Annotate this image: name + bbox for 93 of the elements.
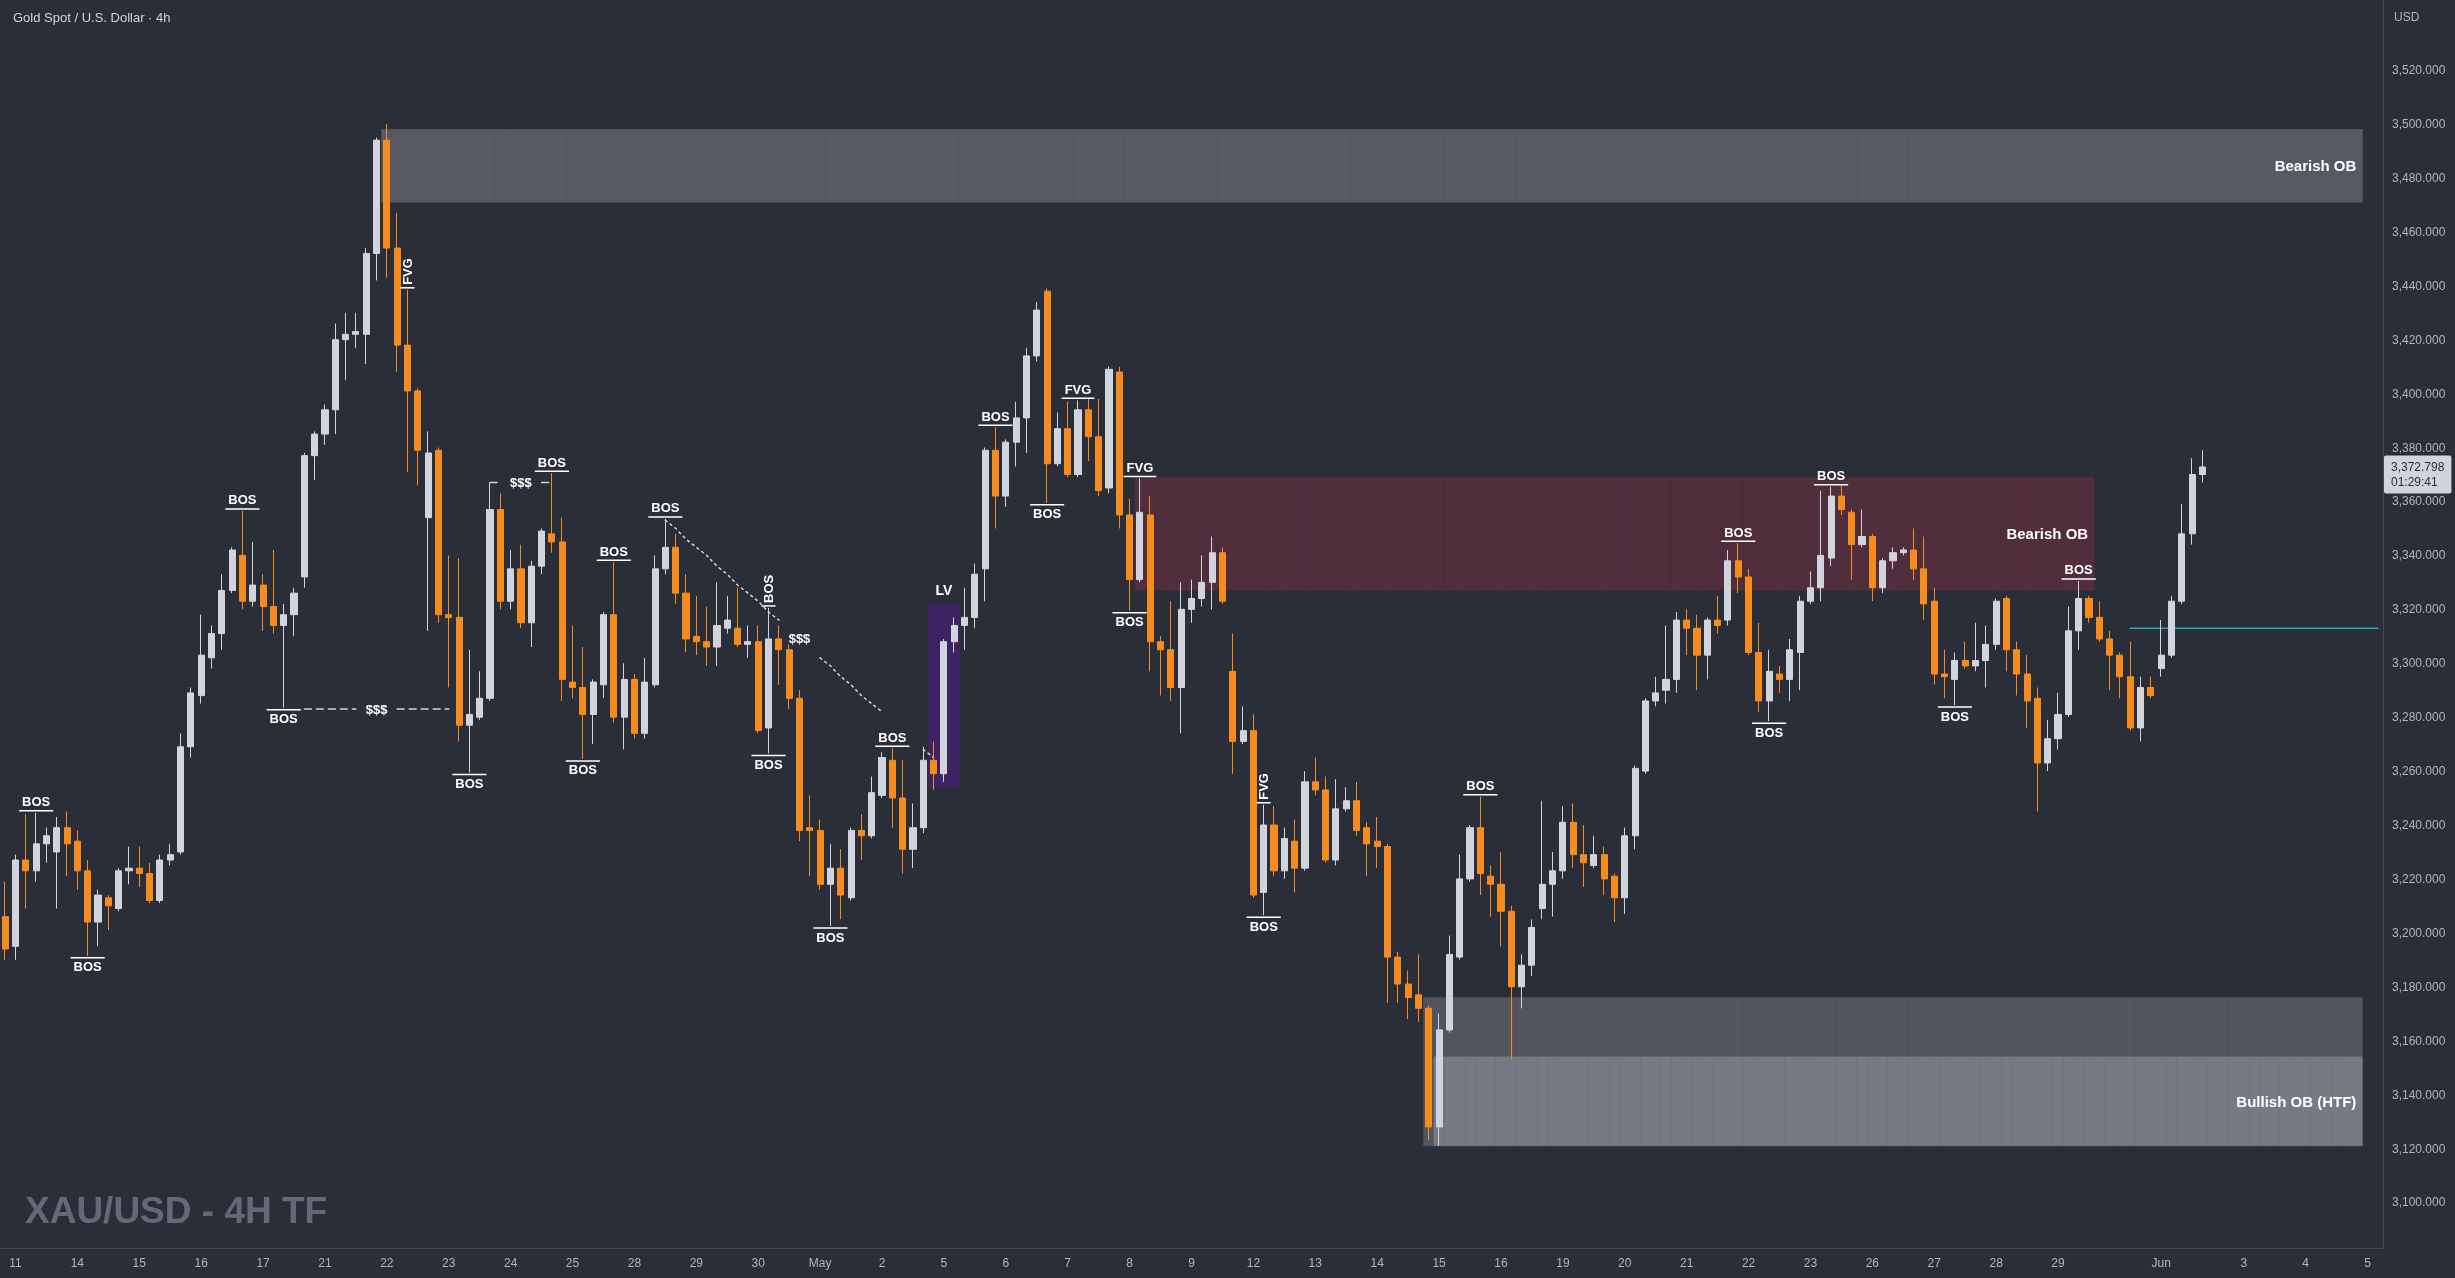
x-tick-label: Jun [2151,1256,2171,1270]
annotation: FVG [399,258,415,285]
x-tick-label: 2 [878,1256,886,1270]
x-tick-label: 13 [1308,1256,1323,1270]
x-tick-label: 24 [503,1256,518,1270]
annotation: BOS [761,574,777,603]
series-label: $$$ [510,475,533,491]
y-tick-label: 3,220.000 [2392,871,2446,886]
text: XAU/USD - 4H TF [25,1190,328,1231]
y-tick-label: 3,480.000 [2392,170,2446,185]
series-label: $$$ [365,701,389,717]
x-tick-label: 26 [1865,1256,1880,1270]
x-tick-label: 29 [689,1256,704,1270]
y-tick-label: 3,280.000 [2392,710,2446,725]
y-tick-label: 3,240.000 [2392,817,2446,832]
x-tick-label: 19 [1556,1256,1570,1270]
y-tick-label: 3,520.000 [2392,63,2446,78]
annotation: BOS [22,794,51,810]
annotation: BOS [1466,778,1495,794]
y-tick-label: 3,500.000 [2392,117,2446,132]
x-tick-label: 30 [751,1256,766,1270]
x-tick-label: 28 [627,1256,642,1270]
annotation: BOS [228,492,257,508]
x-tick-label: 8 [1126,1256,1134,1270]
annotation: BOS [816,929,845,945]
annotation: BOS [455,775,484,791]
y-tick-label: 3,400.000 [2392,386,2446,401]
annotation: FVG [1126,460,1154,476]
annotation: BOS [599,543,629,559]
x-tick-label: 14 [70,1256,85,1270]
x-tick-label: 15 [132,1256,147,1270]
x-tick-label: 21 [318,1256,332,1270]
annotation: BOS [1115,614,1145,630]
annotation: BOS [1755,724,1784,740]
y-tick-label: 3,320.000 [2392,602,2446,617]
y-tick-label: 3,160.000 [2392,1033,2446,1048]
series-label: $$$ [788,631,812,647]
y-tick-label: 3,340.000 [2392,548,2446,563]
series-label: Bullish OB (HTF) [2236,1092,2357,1110]
x-tick-label: 16 [1494,1256,1508,1270]
annotation: BOS [651,500,680,516]
x-tick-label: 22 [380,1256,394,1270]
annotation: FVG [1256,773,1272,800]
x-tick-label: 17 [256,1256,271,1270]
y-tick-label: 3,420.000 [2392,332,2446,347]
annotation: BOS [1940,708,1970,724]
x-tick-label: 7 [1064,1256,1072,1270]
annotation: BOS [537,454,567,470]
annotation: BOS [1032,506,1062,522]
annotation: BOS [568,762,598,778]
x-tick-label: 23 [442,1256,456,1270]
annotation: BOS [1249,918,1279,934]
y-tick-label: 3,120.000 [2392,1141,2446,1156]
x-tick-label: 6 [1002,1256,1010,1270]
annotation: BOS [73,959,103,975]
y-tick-label: 3,360.000 [2392,494,2446,509]
x-tick-label: 27 [1927,1256,1942,1270]
annotation: BOS [269,711,299,727]
x-tick-label: 25 [565,1256,580,1270]
x-tick-label: 11 [9,1256,23,1270]
x-tick-label: 15 [1432,1256,1447,1270]
annotation: BOS [754,757,783,773]
y-axis-title: USD [2394,10,2420,24]
y-tick-label: 3,100.000 [2392,1195,2446,1210]
text: Gold Spot / U.S. Dollar · 4h [13,10,171,25]
x-tick-label: May [808,1256,832,1270]
y-tick-label: 3,200.000 [2392,925,2446,940]
x-tick-label: 5 [940,1256,948,1270]
annotation: FVG [1064,381,1092,397]
x-tick-label: 20 [1618,1256,1632,1270]
x-tick-label: 12 [1246,1256,1261,1270]
x-tick-label: 21 [1679,1256,1694,1270]
annotation: BOS [981,408,1010,424]
x-tick-label: 9 [1188,1256,1196,1270]
x-tick-label: 23 [1803,1256,1818,1270]
y-tick-label: 3,380.000 [2392,440,2446,455]
x-tick-label: 28 [1989,1256,2004,1270]
series-label: LV [935,581,953,598]
x-tick-label: 22 [1741,1256,1756,1270]
x-tick-label: 14 [1370,1256,1385,1270]
x-tick-label: 5 [2364,1256,2372,1270]
y-tick-label: 3,300.000 [2392,656,2446,671]
x-tick-label: 3 [2240,1256,2248,1270]
x-tick-label: 4 [2302,1256,2310,1270]
y-tick-label: 3,140.000 [2392,1087,2446,1102]
annotation: BOS [878,729,907,745]
y-tick-label: 3,440.000 [2392,278,2446,293]
y-tick-label: 3,460.000 [2392,224,2446,239]
y-tick-label: 3,260.000 [2392,764,2446,779]
x-tick-label: 29 [2051,1256,2066,1270]
text: 3,372.798 01:29:41 [2391,459,2445,489]
x-tick-label: 16 [194,1256,209,1270]
y-tick-label: 3,180.000 [2392,979,2446,994]
